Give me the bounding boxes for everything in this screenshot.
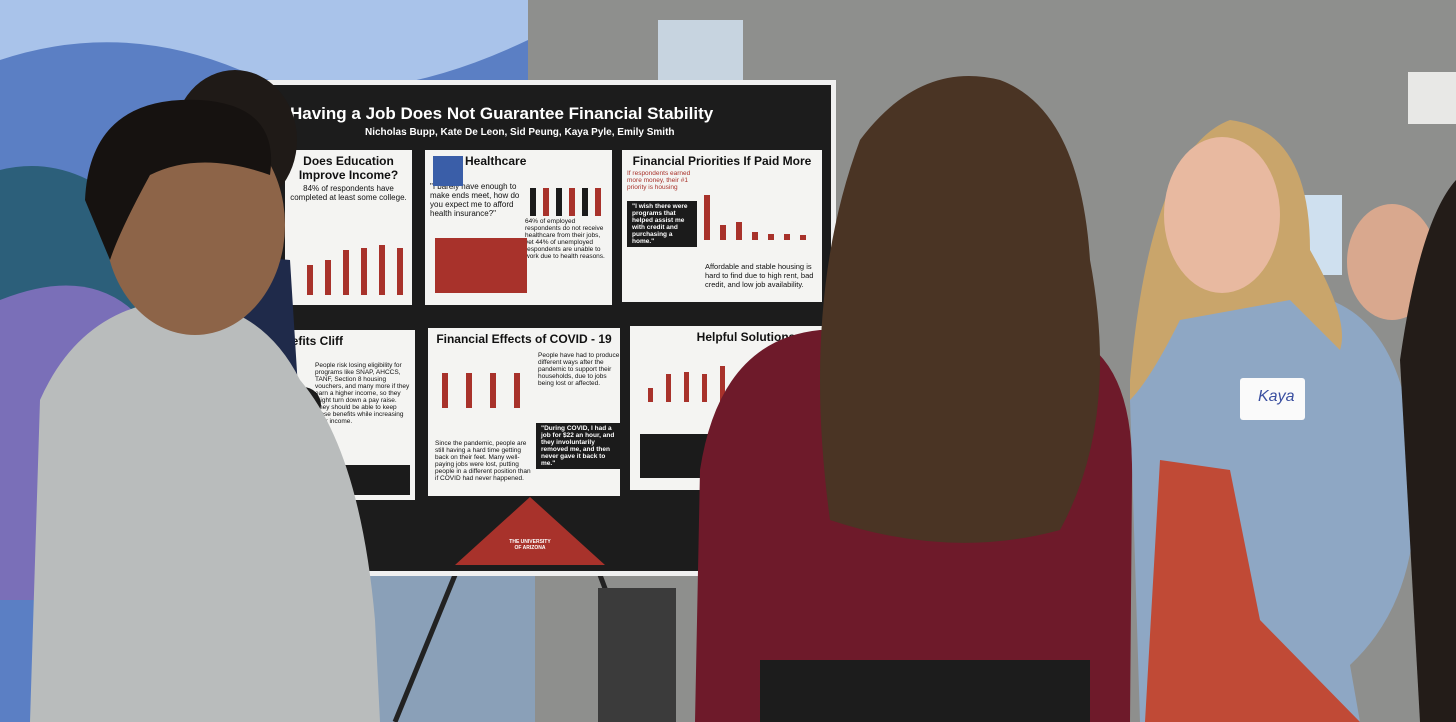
person-hair xyxy=(820,76,1100,543)
panel-text: "During COVID, I had a job for $22 an ho… xyxy=(536,423,620,469)
mini-chart xyxy=(704,195,806,240)
person-hair xyxy=(85,99,272,260)
decor-bar xyxy=(784,234,790,240)
mini-chart xyxy=(442,373,520,408)
wall-sign xyxy=(1408,72,1456,124)
decor-bar xyxy=(530,188,536,216)
panel-title: Does Education Improve Income? xyxy=(298,154,399,182)
decor-bar xyxy=(569,188,575,216)
name-tag-text: Kaya xyxy=(1258,388,1295,405)
decor-bar xyxy=(720,225,726,240)
decor-bar xyxy=(466,373,472,408)
decor-bar xyxy=(379,245,385,295)
decor-bar xyxy=(800,235,806,240)
panel-title: Healthcare xyxy=(465,154,527,168)
panel-text: "I barely have enough to make ends meet,… xyxy=(430,182,520,218)
decor-bar xyxy=(684,372,689,402)
poster-authors: Nicholas Bupp, Kate De Leon, Sid Peung, … xyxy=(365,127,675,138)
poster-triangle xyxy=(455,497,605,565)
mini-chart xyxy=(307,245,403,295)
panel: Financial Priorities If Paid More If res… xyxy=(622,150,822,302)
person-face xyxy=(1164,137,1280,293)
logo: THE UNIVERSITY OF ARIZONA xyxy=(509,539,551,551)
person-dress xyxy=(1145,460,1360,722)
decor-bar xyxy=(514,373,520,408)
decor-bar xyxy=(752,232,758,240)
stand xyxy=(598,588,676,722)
panel-text: People have had to produce different way… xyxy=(538,352,620,387)
panel-text: "I wish there were programs that helped … xyxy=(627,201,697,247)
decor-bar xyxy=(702,374,707,402)
panel: Financial Effects of COVID - 19 People h… xyxy=(428,328,620,496)
panel-text: If respondents earned more money, their … xyxy=(627,170,691,191)
decor-bar xyxy=(736,222,742,240)
panel-title: Financial Effects of COVID - 19 xyxy=(436,332,612,346)
decor-bar xyxy=(361,248,367,295)
panel-text: 64% of employed respondents do not recei… xyxy=(525,218,605,260)
mini-chart xyxy=(433,156,607,293)
icon xyxy=(433,156,463,186)
panel-text: Since the pandemic, people are still hav… xyxy=(435,440,531,482)
decor-box xyxy=(527,188,607,218)
panel-title: Financial Priorities If Paid More xyxy=(632,154,812,168)
decor-bar xyxy=(543,188,549,216)
window xyxy=(658,20,743,80)
panel: Does Education Improve Income? 84% of re… xyxy=(285,150,412,305)
decor-bar xyxy=(704,195,710,240)
panel: Healthcare "I barely have enough to make… xyxy=(425,150,612,305)
decor-bar xyxy=(768,234,774,240)
panel-text: People risk losing eligibility for progr… xyxy=(315,362,410,425)
decor-bar xyxy=(720,366,725,402)
decor-bar xyxy=(397,248,403,295)
decor-bar xyxy=(307,265,313,295)
decor-box xyxy=(435,238,527,293)
decor-bar xyxy=(666,374,671,402)
decor-bar xyxy=(595,188,601,216)
name-tag xyxy=(1240,378,1305,420)
painting-sky xyxy=(0,0,528,90)
decor-bar xyxy=(325,260,331,295)
person-pants xyxy=(760,660,1090,722)
decor-bar xyxy=(582,188,588,216)
easel-leg xyxy=(392,574,458,722)
decor-bar xyxy=(648,388,653,402)
decor-bar xyxy=(490,373,496,408)
person-sweater xyxy=(30,300,380,722)
poster-title: Having a Job Does Not Guarantee Financia… xyxy=(290,104,714,123)
decor-bar xyxy=(343,250,349,295)
decor-bar xyxy=(442,373,448,408)
panel-title: Helpful Solutions xyxy=(696,330,796,344)
panel-text: Affordable and stable housing is hard to… xyxy=(705,262,814,289)
decor-bar xyxy=(556,188,562,216)
person-hair xyxy=(1400,180,1456,722)
panel-text: 84% of respondents have completed at lea… xyxy=(290,184,407,202)
